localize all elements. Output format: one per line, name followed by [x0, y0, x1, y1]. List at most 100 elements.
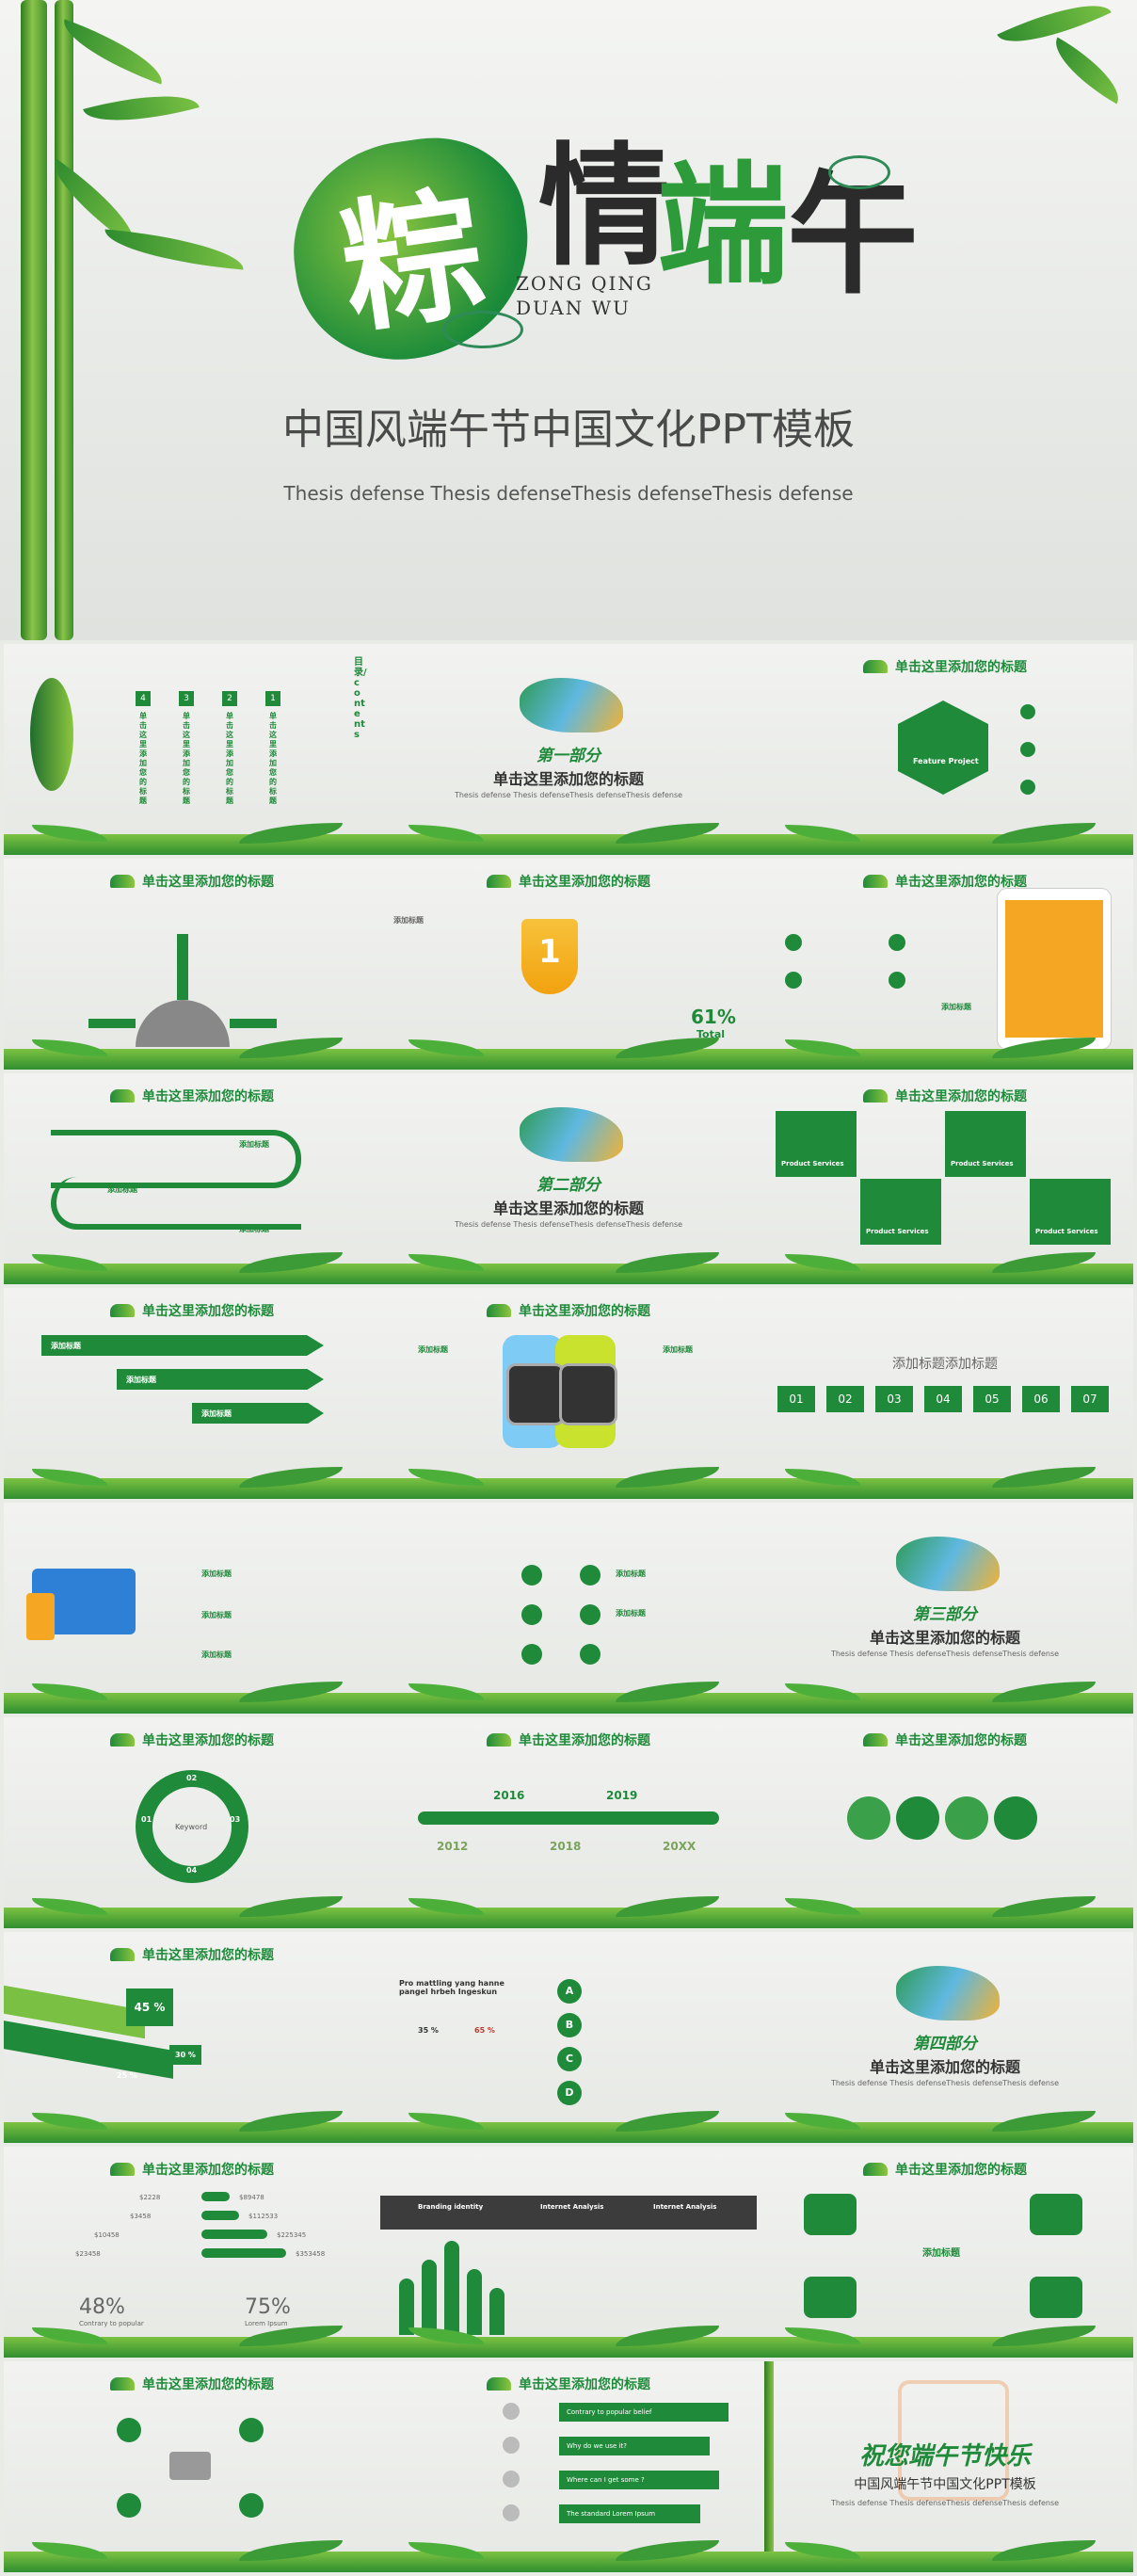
add-title-label: 添加标题 — [201, 1409, 232, 1418]
snake-path-line — [51, 1177, 301, 1230]
slide-title-text: 单击这里添加您的标题 — [895, 660, 1027, 675]
product-services-label: Product Services — [866, 1228, 929, 1235]
cycle-number: 03 — [230, 1815, 241, 1824]
slide-thumb-seven-steps[interactable]: 添加标题添加标题 01 02 03 04 05 06 07 — [757, 1288, 1133, 1499]
slide-title: 单击这里添加您的标题 — [4, 2160, 380, 2179]
bar-value-left: $2228 — [139, 2194, 161, 2201]
slide-thumb-feature-project[interactable]: 单击这里添加您的标题 Feature Project — [757, 644, 1133, 855]
slide-title: 单击这里添加您的标题 — [380, 2375, 757, 2393]
chat-icon — [847, 1796, 890, 1840]
ending-caption: Thesis defense Thesis defenseThesis defe… — [830, 2499, 1060, 2507]
step-number: 03 — [875, 1386, 913, 1412]
cycle-number: 02 — [186, 1774, 198, 1782]
hub-center-label: 添加标题 — [922, 2248, 960, 2259]
slide-thumb-list-banners[interactable]: 单击这里添加您的标题 Contrary to popular belief Wh… — [380, 2361, 757, 2572]
product-services-label: Product Services — [781, 1160, 844, 1167]
slide-title-text: 单击这里添加您的标题 — [142, 1304, 274, 1319]
bamboo-leaf-icon — [102, 229, 247, 270]
slide-thumb-tablet[interactable]: 单击这里添加您的标题 添加标题 — [757, 859, 1133, 1070]
percent-left-label: Contrary to popular — [79, 2320, 144, 2327]
slide-thumb-banner-arrows[interactable]: 单击这里添加您的标题 添加标题 添加标题 添加标题 — [4, 1288, 380, 1499]
slide-thumb-abcd[interactable]: Pro mattling yang hanne pangel hrbeh Ing… — [380, 1932, 757, 2143]
grass-decoration — [4, 2540, 380, 2572]
slide-thumb-arrows[interactable]: 单击这里添加您的标题 — [4, 859, 380, 1070]
grass-decoration — [4, 2326, 380, 2358]
slide-thumb-timeline[interactable]: 单击这里添加您的标题 2016 2019 2012 2018 20XX — [380, 1717, 757, 1928]
slide-thumb-hub[interactable]: 单击这里添加您的标题 添加标题 — [757, 2147, 1133, 2358]
slide-thumb-section-1[interactable]: 第一部分 单击这里添加您的标题 Thesis defense Thesis de… — [380, 644, 757, 855]
feature-icon — [889, 972, 905, 989]
slide-thumb-laptop[interactable]: 添加标题 添加标题 添加标题 — [4, 1503, 380, 1714]
analysis-header-bar — [380, 2196, 757, 2230]
slide-thumb-value-bars[interactable]: 单击这里添加您的标题 $2228 $3458 $10458 $23458 $89… — [4, 2147, 380, 2358]
slide-thumb-section-3[interactable]: 第三部分 单击这里添加您的标题 Thesis defense Thesis de… — [757, 1503, 1133, 1714]
slide-thumb-center-screen[interactable]: 单击这里添加您的标题 — [4, 2361, 380, 2572]
value-bar — [201, 2248, 286, 2258]
cycle-keyword: Keyword — [175, 1823, 208, 1831]
slide-thumb-icon-grid[interactable]: 添加标题 添加标题 — [380, 1503, 757, 1714]
slide-title-text: 单击这里添加您的标题 — [142, 2377, 274, 2392]
logo-mark-icon — [110, 2163, 135, 2176]
list-banner: Why do we use it? — [559, 2437, 710, 2455]
percent-right: 75% — [245, 2295, 291, 2319]
grass-decoration — [380, 1467, 757, 1499]
slide-thumb-product-services[interactable]: 单击这里添加您的标题 Product Services Product Serv… — [757, 1073, 1133, 1284]
bamboo-leaf-icon — [83, 79, 200, 137]
section-part-label: 第一部分 — [536, 747, 601, 765]
zongzi-image — [30, 678, 73, 791]
slide-thumb-cycle[interactable]: 单击这里添加您的标题 Keyword 01 02 03 04 — [4, 1717, 380, 1928]
grass-decoration — [757, 1896, 1133, 1928]
add-title-label: 添加标题 — [201, 1650, 232, 1659]
slide-title-text: 单击这里添加您的标题 — [519, 1304, 650, 1319]
letter-circle: D — [557, 2081, 582, 2105]
logo-mark-icon — [487, 1304, 511, 1317]
grass-decoration — [757, 1467, 1133, 1499]
feature-icon — [580, 1604, 601, 1625]
arrow-up-icon — [177, 934, 188, 1000]
slide-thumb-section-4[interactable]: 第四部分 单击这里添加您的标题 Thesis defense Thesis de… — [757, 1932, 1133, 2143]
grass-decoration — [380, 2111, 757, 2143]
add-title-label: 添加标题 — [126, 1376, 156, 1384]
bar-value-right: $112533 — [248, 2213, 279, 2220]
grass-decoration — [380, 823, 757, 855]
grass-decoration — [757, 2111, 1133, 2143]
section-subtitle: Thesis defense Thesis defenseThesis defe… — [830, 2079, 1060, 2087]
timeline-year: 2012 — [437, 1840, 469, 1853]
slide-thumb-smartwatch[interactable]: 单击这里添加您的标题 添加标题 添加标题 — [380, 1288, 757, 1499]
list-icon — [503, 2437, 520, 2454]
slide-title-text: 单击这里添加您的标题 — [142, 2163, 274, 2178]
add-title-label: 添加标题 — [201, 1570, 232, 1578]
abcd-heading: Pro mattling yang hanne pangel hrbeh Ing… — [399, 1979, 504, 1996]
auspicious-cloud-icon — [442, 311, 523, 348]
feature-icon — [117, 2493, 141, 2518]
list-banner: The standard Lorem Ipsum — [559, 2504, 700, 2523]
analysis-item: Internet Analysis — [540, 2203, 604, 2211]
bar-value-left: $23458 — [75, 2250, 101, 2258]
slide-thumb-trophy[interactable]: 单击这里添加您的标题 添加标题 1 61% Total — [380, 859, 757, 1070]
step-number: 07 — [1071, 1386, 1109, 1412]
slide-thumb-snake-path[interactable]: 单击这里添加您的标题 添加标题 添加标题 添加标题 — [4, 1073, 380, 1284]
column-bar — [489, 2288, 504, 2335]
grass-decoration — [757, 2326, 1133, 2358]
add-title-label: 添加标题 — [239, 1225, 269, 1233]
grass-decoration — [757, 1038, 1133, 1070]
slide-thumb-section-2[interactable]: 第二部分 单击这里添加您的标题 Thesis defense Thesis de… — [380, 1073, 757, 1284]
slide-thumb-ending[interactable]: 祝您端午节快乐 中国风端午节中国文化PPT模板 Thesis defense T… — [757, 2361, 1133, 2572]
slide-thumb-stairs[interactable]: 单击这里添加您的标题 45 % 30 % 25 % — [4, 1932, 380, 2143]
grass-decoration — [380, 2326, 757, 2358]
logo-qing-character: 情 — [538, 130, 671, 284]
feature-icon — [521, 1565, 542, 1586]
slide-thumb-contents[interactable]: 4 3 2 1 单击这里添加您的标题 单击这里添加您的标题 单击这里添加您的标题… — [4, 644, 380, 855]
slide-thumb-analysis[interactable]: Branding identity Internet Analysis Inte… — [380, 2147, 757, 2358]
logo-mark-icon — [863, 1089, 888, 1103]
slide-title: 单击这里添加您的标题 — [380, 1301, 757, 1320]
list-icon — [503, 2403, 520, 2420]
slide-thumb-four-circles[interactable]: 单击这里添加您的标题 — [757, 1717, 1133, 1928]
logo-mark-icon — [110, 1733, 135, 1747]
logo-mark-icon — [110, 1304, 135, 1317]
slide-title: 单击这里添加您的标题 — [757, 2160, 1133, 2179]
add-title-label: 添加标题 — [616, 1609, 646, 1618]
snake-path-line — [51, 1130, 301, 1188]
bar-value-left: $3458 — [130, 2213, 152, 2220]
grass-decoration — [4, 1896, 380, 1928]
